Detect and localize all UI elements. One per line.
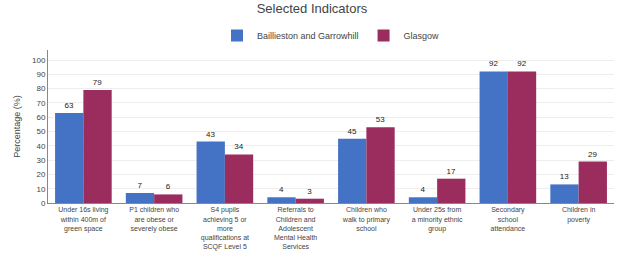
- svg-text:0: 0: [41, 199, 46, 208]
- svg-text:Glasgow: Glasgow: [404, 31, 440, 41]
- svg-text:4: 4: [420, 185, 425, 194]
- svg-text:53: 53: [376, 115, 385, 124]
- svg-text:Children whowalk to primarysch: Children whowalk to primaryschool: [342, 206, 391, 231]
- svg-text:6: 6: [166, 182, 171, 191]
- svg-text:Referrals toChildren andAdoles: Referrals toChildren andAdolescentMental…: [274, 206, 317, 249]
- svg-text:92: 92: [517, 59, 526, 68]
- svg-text:40: 40: [36, 142, 45, 151]
- svg-text:17: 17: [447, 167, 456, 176]
- svg-text:30: 30: [36, 156, 45, 165]
- svg-text:70: 70: [36, 99, 45, 108]
- svg-text:4: 4: [279, 185, 284, 194]
- svg-text:45: 45: [348, 127, 357, 136]
- svg-text:Selected Indicators: Selected Indicators: [257, 1, 368, 16]
- svg-text:43: 43: [206, 130, 215, 139]
- svg-text:S4 pupilsachieving 5 ormorequa: S4 pupilsachieving 5 ormorequalification…: [201, 206, 249, 250]
- svg-text:7: 7: [137, 181, 142, 190]
- svg-text:P1 children whoare obese orsev: P1 children whoare obese orseverely obes…: [129, 206, 179, 232]
- svg-text:13: 13: [560, 172, 569, 181]
- svg-text:100: 100: [32, 56, 46, 65]
- svg-text:Baillieston and Garrowhill: Baillieston and Garrowhill: [257, 31, 359, 41]
- svg-text:20: 20: [36, 170, 45, 179]
- svg-text:90: 90: [36, 70, 45, 79]
- svg-text:Under 25s froma minority ethni: Under 25s froma minority ethnicgroup: [412, 206, 463, 232]
- svg-text:10: 10: [36, 185, 45, 194]
- svg-text:50: 50: [36, 127, 45, 136]
- svg-text:Percentage (%): Percentage (%): [12, 95, 22, 158]
- svg-text:60: 60: [36, 113, 45, 122]
- svg-text:Children inpoverty: Children inpoverty: [562, 206, 596, 223]
- svg-text:63: 63: [65, 101, 74, 110]
- svg-text:29: 29: [588, 150, 597, 159]
- svg-text:3: 3: [307, 187, 312, 196]
- svg-text:34: 34: [234, 142, 243, 151]
- svg-text:79: 79: [93, 78, 102, 87]
- svg-text:Secondaryschoolattendance: Secondaryschoolattendance: [491, 206, 526, 231]
- svg-text:80: 80: [36, 84, 45, 93]
- svg-text:92: 92: [489, 59, 498, 68]
- svg-text:Under 16s livingwithin 400m of: Under 16s livingwithin 400m ofgreen spac…: [58, 206, 108, 232]
